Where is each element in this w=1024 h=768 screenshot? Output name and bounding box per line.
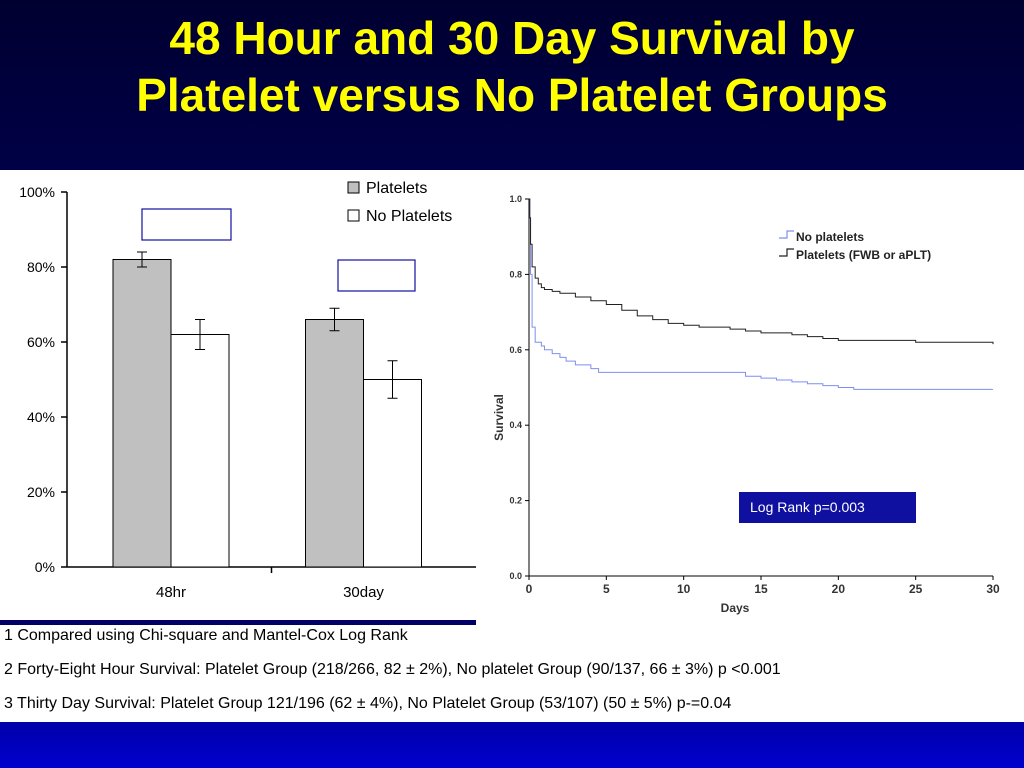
slide-title: 48 Hour and 30 Day Survival by Platelet … [0, 10, 1024, 124]
km-x-tick-label: 10 [677, 582, 691, 596]
km-y-tick-label: 1.0 [509, 194, 522, 204]
km-x-tick-label: 25 [909, 582, 923, 596]
y-tick-label: 0% [35, 559, 55, 575]
x-tick-label: 30day [343, 584, 384, 601]
footnote-2: 2 Forty-Eight Hour Survival: Platelet Gr… [4, 661, 781, 678]
km-x-tick-label: 30 [986, 582, 1000, 596]
logrank-text: Log Rank p=0.003 [750, 499, 865, 515]
slide-title-line2: Platelet versus No Platelet Groups [136, 69, 888, 121]
km-x-axis-label: Days [721, 601, 750, 615]
km-x-tick-label: 5 [603, 582, 610, 596]
km-curve-no-platelets [529, 198, 993, 390]
legend-label: No Platelets [366, 208, 452, 225]
y-tick-label: 20% [27, 484, 55, 500]
km-y-tick-label: 0.2 [509, 496, 522, 506]
km-legend-swatch [779, 230, 794, 239]
survival-chart: 0.0 0.2 0.4 0.6 0.8 1.0 0 5 10 15 20 25 30 Days Surviv… [492, 194, 1000, 615]
y-tick-label: 100% [19, 184, 55, 200]
x-tick-label: 48hr [156, 584, 186, 601]
km-y-axis-label: Survival [492, 394, 506, 441]
km-legend-swatch [779, 248, 794, 257]
bar-platelets-48hr [112, 259, 172, 568]
footnote-1: 1 Compared using Chi-square and Mantel-C… [4, 627, 408, 644]
bar-legend: Platelets No Platelets [341, 170, 476, 230]
significance-box-48hr [141, 208, 232, 241]
footnote-3: 3 Thirty Day Survival: Platelet Group 12… [4, 695, 732, 712]
km-x-tick-label: 20 [832, 582, 846, 596]
km-y-tick-label: 0.4 [509, 420, 522, 430]
km-legend-label: No platelets [796, 230, 864, 244]
y-tick-label: 60% [27, 334, 55, 350]
legend-swatch [347, 181, 360, 194]
y-tick-label: 40% [27, 409, 55, 425]
km-y-tick-label: 0.6 [509, 345, 522, 355]
bar-no-platelets-30day [363, 379, 422, 568]
km-y-tick-label: 0.8 [509, 269, 522, 279]
legend-swatch [347, 209, 360, 222]
slide-title-line1: 48 Hour and 30 Day Survival by [169, 12, 855, 64]
km-y-tick-label: 0.0 [509, 571, 522, 581]
bar-chart-panel: 0% 20% 40% 60% 80% 100% 48hr 30day Platelets No P… [0, 170, 476, 620]
y-tick-label: 80% [27, 259, 55, 275]
significance-box-30day [337, 259, 416, 292]
footnotes: 1 Compared using Chi-square and Mantel-C… [0, 625, 1024, 722]
bar-chart: 0% 20% 40% 60% 80% 100% 48hr 30day Platelets No P… [19, 170, 476, 601]
bar-platelets-30day [305, 319, 364, 568]
km-x-tick-label: 0 [526, 582, 533, 596]
legend-box [341, 170, 476, 230]
bar-no-platelets-48hr [170, 334, 230, 568]
legend-label: Platelets [366, 180, 427, 197]
survival-chart-panel: 0.0 0.2 0.4 0.6 0.8 1.0 0 5 10 15 20 25 30 Days Surviv… [476, 170, 1024, 625]
km-curve-platelets [529, 198, 994, 345]
logrank-box [739, 492, 916, 523]
footer-strip [0, 722, 1024, 768]
km-legend-label: Platelets (FWB or aPLT) [796, 248, 931, 262]
km-x-tick-label: 15 [754, 582, 768, 596]
